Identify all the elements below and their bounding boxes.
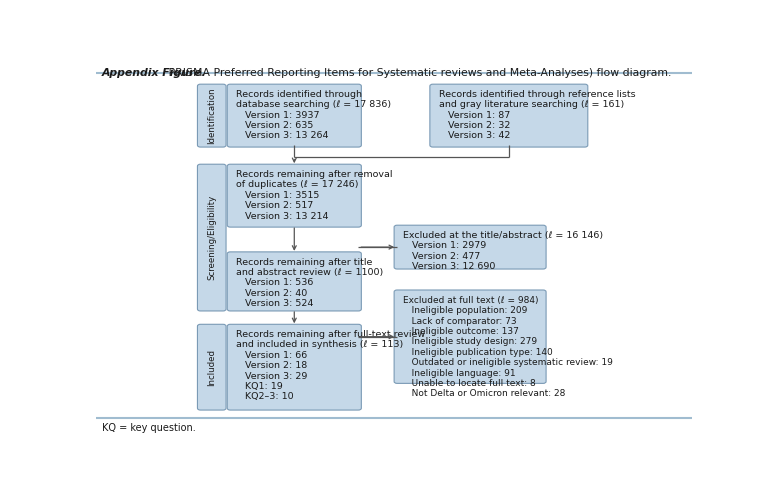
Text: Appendix Figure.: Appendix Figure. <box>102 68 207 78</box>
Text: Records remaining after full-text review
and included in synthesis (ℓ = 113)
   : Records remaining after full-text review… <box>236 330 425 401</box>
FancyBboxPatch shape <box>394 290 546 383</box>
Text: Screening/Eligibility: Screening/Eligibility <box>207 195 216 280</box>
Text: Records remaining after title
and abstract review (ℓ = 1100)
   Version 1: 536
 : Records remaining after title and abstra… <box>236 257 384 308</box>
Text: Records remaining after removal
of duplicates (ℓ = 17 246)
   Version 1: 3515
  : Records remaining after removal of dupli… <box>236 170 393 221</box>
Text: KQ = key question.: KQ = key question. <box>102 423 196 434</box>
FancyBboxPatch shape <box>394 225 546 269</box>
FancyBboxPatch shape <box>198 164 226 311</box>
FancyBboxPatch shape <box>228 324 361 410</box>
FancyBboxPatch shape <box>228 84 361 147</box>
Text: Included: Included <box>207 348 216 386</box>
FancyBboxPatch shape <box>430 84 588 147</box>
Text: Excluded at full text (ℓ = 984)
   Ineligible population: 209
   Lack of compara: Excluded at full text (ℓ = 984) Ineligib… <box>403 296 613 398</box>
FancyBboxPatch shape <box>228 164 361 227</box>
FancyBboxPatch shape <box>228 252 361 311</box>
Text: PRISMA Preferred Reporting Items for Systematic reviews and Meta-Analyses) flow : PRISMA Preferred Reporting Items for Sys… <box>165 68 671 78</box>
Text: Records identified through
database searching (ℓ = 17 836)
   Version 1: 3937
  : Records identified through database sear… <box>236 90 391 141</box>
Text: Records identified through reference lists
and gray literature searching (ℓ = 16: Records identified through reference lis… <box>439 90 635 141</box>
FancyBboxPatch shape <box>198 84 226 147</box>
Text: Identification: Identification <box>207 87 216 144</box>
Text: Excluded at the title/abstract (ℓ = 16 146)
   Version 1: 2979
   Version 2: 477: Excluded at the title/abstract (ℓ = 16 1… <box>403 231 603 271</box>
FancyBboxPatch shape <box>198 324 226 410</box>
